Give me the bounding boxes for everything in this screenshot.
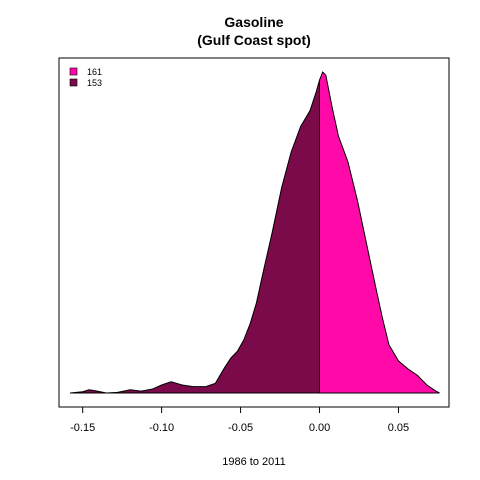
- x-tick-label: -0.15: [70, 422, 95, 434]
- plot-layer: [70, 71, 440, 394]
- x-tick-label: 0.05: [388, 422, 409, 434]
- x-tick-label: -0.05: [228, 422, 253, 434]
- legend-label-161: 161: [87, 67, 102, 77]
- area-series-161: [319, 72, 440, 393]
- legend-swatch-161: [69, 67, 78, 76]
- chart-subtitle: (Gulf Coast spot): [197, 32, 311, 48]
- x-axis: -0.15 -0.10 -0.05 0.00 0.05: [70, 406, 409, 434]
- x-axis-label: 1986 to 2011: [222, 456, 285, 468]
- density-curve: [70, 71, 440, 394]
- x-tick-label: 0.00: [309, 422, 330, 434]
- area-series-153: [70, 80, 320, 394]
- chart-title: Gasoline: [224, 14, 283, 30]
- legend-label-153: 153: [87, 78, 102, 88]
- legend-swatch-153: [69, 78, 78, 87]
- x-tick-label: -0.10: [149, 422, 174, 434]
